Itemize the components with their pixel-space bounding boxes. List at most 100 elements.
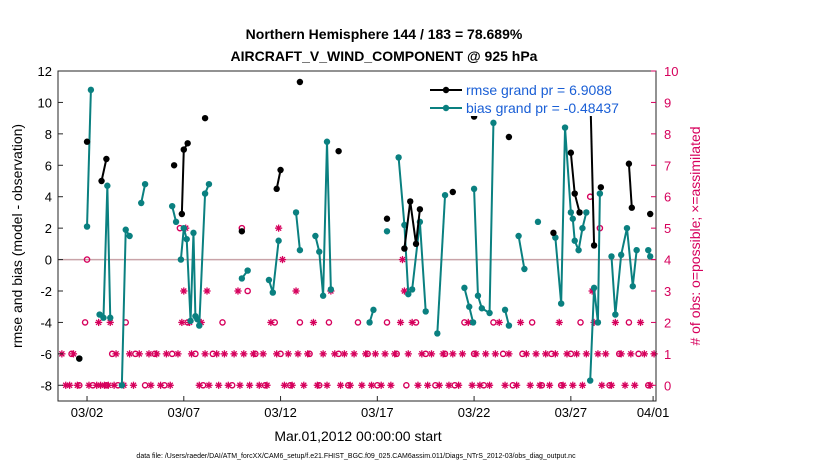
obs-assimilated-marker	[153, 350, 161, 358]
bias-point	[422, 308, 429, 315]
bias-point	[470, 185, 478, 193]
bias-point	[571, 237, 578, 244]
obs-assimilated-marker	[371, 350, 379, 358]
obs-assimilated-marker	[174, 350, 182, 358]
obs-assimilated-stroke	[459, 350, 466, 357]
obs-assimilated-stroke	[107, 319, 114, 326]
obs-assimilated-marker	[215, 381, 223, 389]
obs-assimilated-marker	[636, 318, 645, 327]
bias-point	[557, 300, 565, 307]
obs-assimilated-stroke	[492, 350, 499, 357]
bias-point	[269, 289, 277, 296]
obs-possible-marker	[354, 319, 362, 326]
bias-line-segment	[86, 89, 92, 227]
bias-point	[486, 309, 493, 317]
obs-assimilated-stroke	[641, 350, 648, 357]
obs-assimilated-stroke	[608, 382, 615, 389]
bias-point	[401, 221, 408, 229]
bias-point	[190, 229, 197, 237]
bias-line-segment	[179, 183, 210, 326]
obs-assimilated-stroke	[486, 382, 493, 389]
obs-assimilated-marker	[545, 381, 554, 389]
rmse-point	[296, 78, 304, 86]
obs-assimilated-stroke	[414, 382, 421, 389]
obs-assimilated-stroke	[145, 350, 152, 357]
obs-assimilated-stroke	[445, 382, 452, 389]
obs-assimilated-stroke	[260, 350, 267, 357]
bias-point	[646, 253, 654, 260]
obs-assimilated-stroke	[264, 382, 270, 389]
obs-assimilated-marker	[145, 350, 153, 358]
obs-assimilated-marker	[201, 350, 209, 358]
obs-assimilated-stroke	[213, 350, 220, 357]
obs-assimilated-stroke	[95, 319, 102, 326]
y-tick-label: -6	[40, 347, 52, 362]
obs-assimilated-marker	[178, 318, 186, 327]
obs-possible-marker	[625, 319, 633, 326]
obs-assimilated-marker	[358, 381, 366, 389]
obs-assimilated-stroke	[631, 382, 638, 389]
obs-possible-marker	[81, 319, 89, 326]
obs-assimilated-stroke	[424, 382, 431, 389]
obs-assimilated-marker	[598, 381, 606, 389]
y-tick-label: 6	[45, 158, 52, 173]
bias-point	[596, 190, 604, 197]
obs-assimilated-stroke	[294, 350, 301, 357]
obs-assimilated-marker	[491, 350, 499, 358]
bias-point	[575, 246, 582, 254]
obs-possible-marker	[83, 256, 91, 263]
y2-tick-label: 8	[664, 127, 671, 142]
obs-assimilated-stroke	[372, 350, 379, 357]
obs-assimilated-stroke	[70, 350, 77, 357]
bias-point	[534, 218, 542, 226]
obs-assimilated-stroke	[221, 350, 228, 357]
obs-assimilated-marker	[304, 350, 312, 358]
obs-assimilated-marker	[275, 224, 283, 232]
obs-assimilated-stroke	[337, 382, 344, 389]
obs-assimilated-stroke	[401, 288, 408, 294]
x-tick-label: 03/17	[361, 405, 394, 420]
obs-possible-marker	[383, 319, 391, 326]
obs-assimilated-marker	[611, 318, 619, 327]
obs-assimilated-marker	[404, 350, 412, 358]
obs-assimilated-marker	[569, 381, 577, 389]
x-tick-label: 03/12	[264, 405, 297, 420]
obs-assimilated-marker	[621, 381, 629, 389]
obs-assimilated-stroke	[279, 256, 286, 263]
obs-assimilated-marker	[573, 350, 581, 358]
rmse-point	[180, 146, 187, 153]
rmse-line-segment	[403, 201, 421, 249]
x-axis-label: Mar.01,2012 00:00:00 start	[274, 428, 441, 444]
obs-assimilated-marker	[255, 381, 263, 389]
bias-point	[238, 275, 246, 282]
obs-assimilated-marker	[230, 350, 238, 358]
bias-point	[469, 319, 477, 326]
obs-assimilated-stroke	[85, 382, 92, 389]
obs-assimilated-marker	[280, 381, 289, 389]
obs-assimilated-stroke	[147, 382, 154, 389]
obs-assimilated-marker	[336, 381, 345, 389]
obs-assimilated-marker	[458, 350, 467, 358]
y-tick-label: 8	[45, 127, 52, 142]
obs-assimilated-marker	[224, 381, 232, 389]
obs-assimilated-marker	[505, 350, 513, 358]
obs-assimilated-stroke	[285, 350, 292, 357]
rmse-point	[576, 209, 583, 216]
obs-assimilated-stroke	[482, 350, 489, 357]
rmse-point	[505, 133, 513, 141]
obs-assimilated-marker	[313, 381, 321, 389]
x-tick-label: 03/27	[555, 405, 588, 420]
obs-assimilated-marker	[449, 350, 457, 358]
obs-assimilated-marker	[292, 287, 300, 295]
bias-line-segment	[140, 183, 147, 204]
obs-assimilated-stroke	[358, 382, 365, 389]
obs-assimilated-stroke	[637, 319, 644, 326]
obs-assimilated-stroke	[153, 350, 160, 357]
obs-possible-marker	[244, 287, 251, 295]
obs-assimilated-stroke	[560, 382, 567, 389]
obs-assimilated-marker	[73, 381, 81, 389]
obs-assimilated-stroke	[622, 382, 629, 389]
obs-assimilated-stroke	[428, 350, 435, 357]
bias-point	[608, 253, 615, 260]
obs-assimilated-stroke	[273, 350, 280, 357]
